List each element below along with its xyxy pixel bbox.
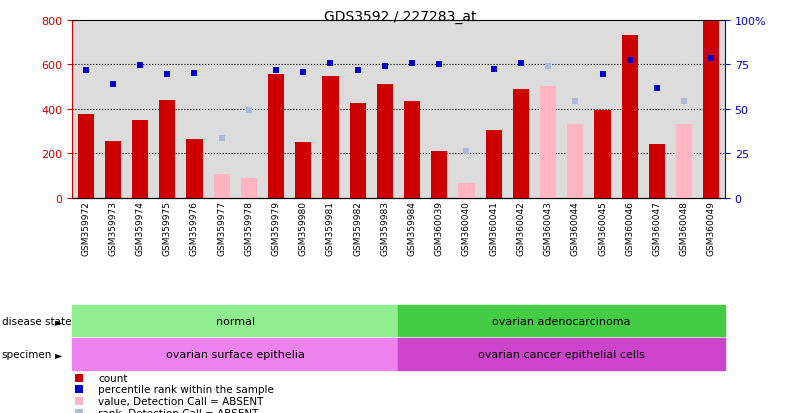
Bar [398,306,725,337]
Text: rank, Detection Call = ABSENT: rank, Detection Call = ABSENT [99,408,259,413]
Text: GSM359977: GSM359977 [217,200,226,255]
Bar [485,131,502,198]
Text: normal: normal [215,316,255,326]
Bar [132,121,148,198]
Bar [322,77,339,198]
Bar [78,115,94,198]
Text: GSM359980: GSM359980 [299,200,308,255]
Text: GSM359979: GSM359979 [272,200,280,255]
Text: GSM360041: GSM360041 [489,200,498,255]
Text: GSM360039: GSM360039 [435,200,444,255]
Text: GSM359984: GSM359984 [408,200,417,255]
Text: value, Detection Call = ABSENT: value, Detection Call = ABSENT [99,396,264,406]
Text: GSM360046: GSM360046 [626,200,634,255]
Bar [376,85,393,198]
Text: GSM359983: GSM359983 [380,200,389,255]
Text: GSM359973: GSM359973 [108,200,118,255]
Bar [214,174,230,198]
Bar [540,87,556,198]
Text: GSM360043: GSM360043 [544,200,553,255]
Text: GSM360040: GSM360040 [462,200,471,255]
Bar [398,339,725,370]
Bar [594,111,610,198]
Text: GSM359978: GSM359978 [244,200,253,255]
Text: GSM359976: GSM359976 [190,200,199,255]
Bar [458,184,475,198]
Bar [676,125,692,198]
Bar [404,102,421,198]
Bar [513,90,529,198]
Bar [105,142,121,198]
Text: GSM360049: GSM360049 [706,200,716,255]
Text: ►: ► [55,349,62,359]
Text: percentile rank within the sample: percentile rank within the sample [99,385,274,394]
Bar [649,145,665,198]
Bar [622,36,638,198]
Bar [187,140,203,198]
Text: count: count [99,373,127,383]
Text: GSM359972: GSM359972 [81,200,91,255]
Bar [349,104,366,198]
Text: disease state: disease state [2,316,71,326]
Text: GSM360045: GSM360045 [598,200,607,255]
Text: GDS3592 / 227283_at: GDS3592 / 227283_at [324,10,477,24]
Text: GSM360047: GSM360047 [652,200,662,255]
Bar [567,125,583,198]
Bar [703,22,719,198]
Bar [431,152,448,198]
Text: GSM360048: GSM360048 [679,200,689,255]
Text: GSM360042: GSM360042 [517,200,525,255]
Text: GSM359975: GSM359975 [163,200,171,255]
Text: GSM359982: GSM359982 [353,200,362,255]
Text: ovarian cancer epithelial cells: ovarian cancer epithelial cells [478,349,645,359]
Bar [72,306,398,337]
Text: ovarian adenocarcinoma: ovarian adenocarcinoma [493,316,631,326]
Text: specimen: specimen [2,349,52,359]
Bar [241,178,257,198]
Text: GSM359981: GSM359981 [326,200,335,255]
Text: ovarian surface epithelia: ovarian surface epithelia [166,349,304,359]
Bar [159,100,175,198]
Text: GSM360044: GSM360044 [571,200,580,255]
Text: GSM359974: GSM359974 [135,200,145,255]
Bar [72,339,398,370]
Bar [268,75,284,198]
Bar [295,143,312,198]
Text: ►: ► [55,316,62,326]
